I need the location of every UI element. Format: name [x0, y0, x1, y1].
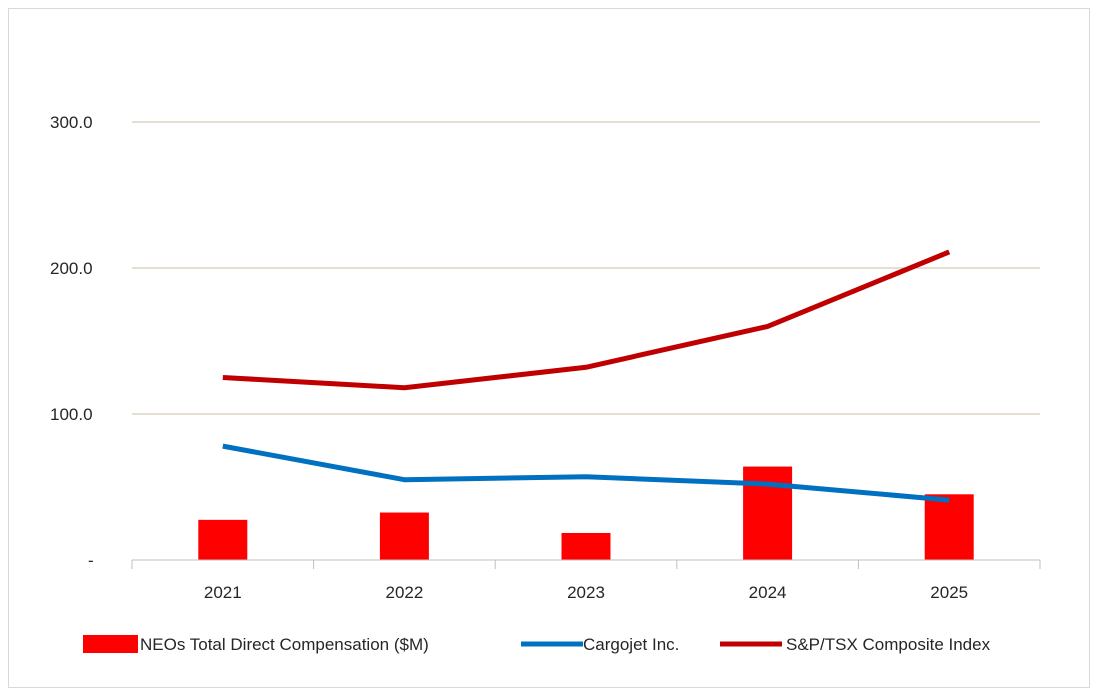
bar-2025: [924, 494, 974, 560]
bar-series: [198, 466, 974, 560]
y-tick-label: 300.0: [50, 113, 93, 132]
line-series: [222, 249, 951, 503]
x-tick-label: 2022: [385, 583, 423, 602]
legend-label: S&P/TSX Composite Index: [786, 635, 991, 654]
x-tick-label: 2024: [749, 583, 787, 602]
y-axis-ticks: - 100.0 200.0 300.0: [50, 113, 94, 570]
bar-2023: [561, 532, 611, 560]
bar-2021: [198, 519, 248, 560]
legend-swatch-bar: [83, 635, 138, 653]
x-tick-label: 2023: [567, 583, 605, 602]
chart: - 100.0 200.0 300.0 2021 2022 2023 2024 2025 NE…: [50, 113, 1041, 654]
line-sptsx: [222, 249, 951, 391]
gridlines: [132, 121, 1040, 415]
x-tick-label: 2021: [204, 583, 242, 602]
y-tick-label: -: [88, 551, 94, 570]
legend-label: NEOs Total Direct Compensation ($M): [140, 635, 429, 654]
legend-label: Cargojet Inc.: [583, 635, 679, 654]
x-axis: [131, 559, 1041, 569]
x-axis-ticks: 2021 2022 2023 2024 2025: [204, 583, 968, 602]
y-tick-label: 100.0: [50, 405, 93, 424]
x-tick-label: 2025: [930, 583, 968, 602]
y-tick-label: 200.0: [50, 259, 93, 278]
legend: NEOs Total Direct Compensation ($M) Cargo…: [83, 635, 991, 654]
bar-2024: [743, 466, 793, 560]
chart-frame: [8, 8, 1090, 688]
bar-2022: [379, 512, 429, 560]
line-cargojet: [222, 443, 950, 503]
